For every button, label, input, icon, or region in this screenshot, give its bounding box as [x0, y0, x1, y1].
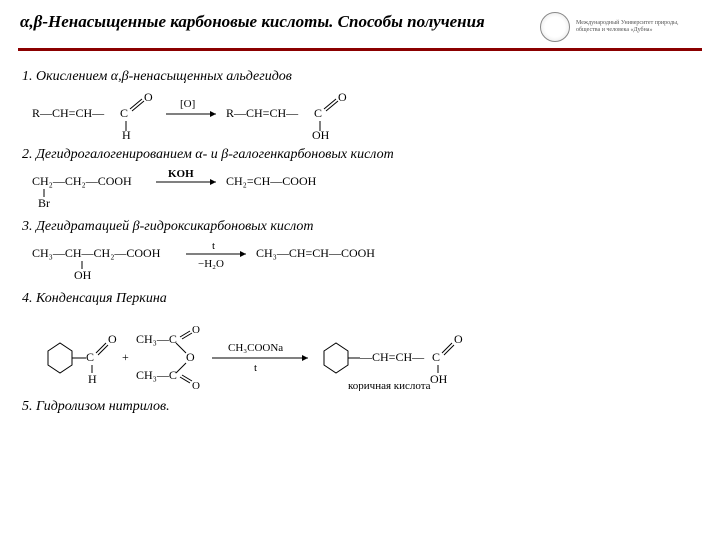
r3-arrow-top: t — [212, 240, 215, 252]
reaction-2: CH₂—CH₂—COOH Br KOH CH₂=CH—COOH — [28, 167, 698, 211]
r1-left-H: H — [122, 128, 131, 139]
r2-left: CH₂—CH₂—COOH — [32, 174, 132, 188]
r3-left-sub: OH — [74, 268, 92, 282]
institution-name: Международный Университет природы, общес… — [576, 20, 700, 33]
reaction-4: C O H + CH₃—C O O CH₃—C O CH₃COONa t — [28, 311, 698, 391]
institution-logo: Международный Университет природы, общес… — [540, 12, 700, 42]
r1-right-O: O — [338, 90, 347, 104]
section-1-label: 1. Окислением α,β-ненасыщенных альдегидо… — [22, 69, 698, 85]
r4-ald-H: H — [88, 372, 97, 386]
r1-left-O: O — [144, 90, 153, 104]
r4-anh-top: CH₃—C — [136, 332, 177, 346]
r4-prod-C: C — [432, 350, 440, 364]
section-3-label: 3. Дегидратацией β-гидроксикарбоновых ки… — [22, 219, 698, 235]
r1-right-frag: R—CH=CH— — [226, 106, 299, 120]
reaction-3: CH₃—CH—CH₂—COOH OH t −H₂O CH₃—CH=CH—COOH — [28, 239, 698, 283]
reaction-1: R—CH=CH— C O H [O] R—CH=CH— C O OH — [28, 89, 698, 139]
r4-arrow-bot: t — [254, 362, 257, 374]
r2-right: CH₂=CH—COOH — [226, 174, 317, 188]
r3-arrow-bot: −H₂O — [198, 258, 224, 270]
r4-prod-OH: OH — [430, 372, 448, 386]
r4-anh-O1: O — [192, 324, 200, 336]
r1-right-C: C — [314, 106, 322, 120]
r1-left-C: C — [120, 106, 128, 120]
section-4-label: 4. Конденсация Перкина — [22, 291, 698, 307]
r3-left: CH₃—CH—CH₂—COOH — [32, 246, 161, 260]
slide-title: α,β-Ненасыщенные карбоновые кислоты. Спо… — [20, 12, 485, 32]
r4-prod-chain: —CH=CH— — [359, 350, 425, 364]
slide-content: 1. Окислением α,β-ненасыщенных альдегидо… — [0, 51, 720, 415]
r4-plus: + — [122, 350, 129, 364]
r2-left-sub: Br — [38, 196, 50, 210]
r3-right: CH₃—CH=CH—COOH — [256, 246, 375, 260]
r1-left-frag: R—CH=CH— — [32, 106, 105, 120]
slide-header: α,β-Ненасыщенные карбоновые кислоты. Спо… — [0, 0, 720, 48]
r1-right-OH: OH — [312, 128, 330, 139]
r2-arrow-top: KOH — [168, 168, 194, 180]
r4-prod-O: O — [454, 332, 463, 346]
section-2-label: 2. Дегидрогалогенированием α- и β-галоге… — [22, 147, 698, 163]
seal-icon — [540, 12, 570, 42]
section-5-label: 5. Гидролизом нитрилов. — [22, 399, 698, 415]
r4-arrow-top: CH₃COONa — [228, 342, 283, 354]
r4-anh-bot: CH₃—C — [136, 368, 177, 382]
r1-arrow-top: [O] — [180, 98, 195, 110]
r4-ald-O: O — [108, 332, 117, 346]
r4-prod-name: коричная кислота — [348, 380, 431, 391]
r4-anh-mid: O — [186, 350, 195, 364]
r4-anh-O2: O — [192, 380, 200, 391]
r4-ald-C: C — [86, 350, 94, 364]
